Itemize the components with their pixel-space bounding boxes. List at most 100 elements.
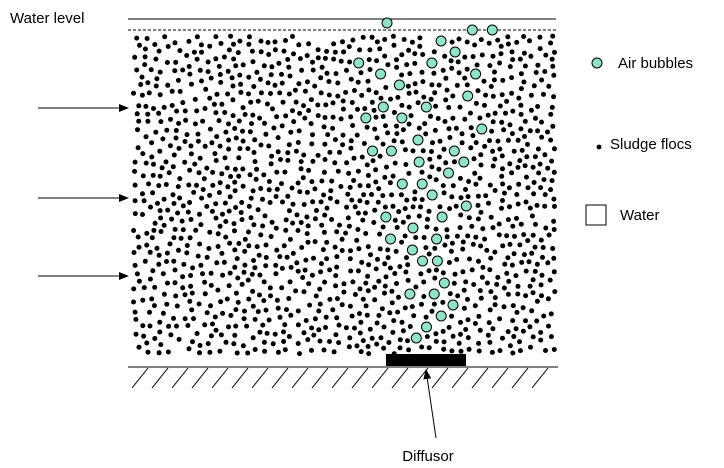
sludge-floc — [225, 184, 231, 190]
sludge-floc — [188, 143, 194, 149]
sludge-floc — [232, 166, 238, 172]
sludge-floc — [226, 137, 232, 143]
sludge-floc — [341, 281, 347, 287]
sludge-floc — [446, 260, 452, 265]
sludge-floc — [402, 206, 408, 212]
sludge-floc — [385, 130, 391, 136]
sludge-floc — [510, 108, 516, 114]
sludge-floc — [152, 336, 158, 341]
sludge-floc — [511, 251, 517, 257]
sludge-floc — [424, 224, 430, 230]
air-bubble — [435, 310, 447, 322]
sludge-floc — [399, 139, 405, 145]
sludge-floc — [288, 129, 294, 135]
sludge-floc — [146, 181, 152, 187]
sludge-floc — [245, 277, 251, 283]
sludge-floc — [161, 196, 167, 202]
sludge-floc — [497, 103, 503, 109]
sludge-floc — [495, 37, 501, 43]
sludge-floc — [255, 309, 261, 315]
sludge-floc — [250, 112, 256, 118]
sludge-floc — [239, 281, 245, 287]
sludge-floc — [139, 74, 145, 80]
sludge-floc — [225, 91, 231, 97]
sludge-floc — [219, 101, 225, 107]
sludge-floc — [534, 318, 540, 324]
sludge-floc — [528, 92, 534, 98]
sludge-floc — [150, 172, 156, 178]
sludge-floc — [442, 242, 448, 248]
sludge-floc — [389, 288, 395, 294]
air-bubble — [460, 200, 472, 212]
sludge-floc — [451, 280, 457, 286]
air-bubble — [431, 255, 443, 267]
sludge-floc — [387, 180, 393, 186]
sludge-floc — [235, 50, 241, 56]
sludge-floc — [283, 113, 289, 119]
sludge-floc — [449, 65, 455, 71]
sludge-floc — [186, 38, 192, 44]
sludge-floc — [443, 160, 449, 166]
sludge-floc — [180, 285, 186, 291]
sludge-floc — [273, 194, 279, 199]
sludge-floc — [250, 59, 256, 65]
air-bubble — [449, 46, 461, 58]
sludge-floc — [432, 245, 438, 251]
sludge-floc — [422, 121, 428, 127]
sludge-floc — [147, 249, 153, 255]
sludge-floc — [465, 194, 471, 200]
sludge-floc — [287, 236, 293, 242]
sludge-floc — [429, 308, 435, 314]
sludge-floc — [269, 153, 275, 159]
sludge-floc — [171, 235, 177, 241]
sludge-floc — [188, 217, 194, 222]
sludge-floc — [350, 37, 356, 43]
sludge-floc — [318, 261, 324, 267]
sludge-floc — [506, 278, 512, 284]
sludge-floc — [489, 128, 495, 134]
sludge-floc — [133, 331, 139, 337]
sludge-floc — [223, 129, 229, 135]
sludge-floc — [463, 279, 469, 285]
sludge-floc — [374, 320, 380, 326]
sludge-floc — [332, 49, 338, 55]
sludge-floc — [165, 280, 170, 286]
sludge-floc — [257, 272, 263, 278]
sludge-floc — [363, 231, 369, 236]
sludge-floc — [218, 299, 224, 305]
sludge-floc — [236, 241, 242, 246]
sludge-floc — [432, 275, 438, 281]
sludge-floc — [309, 347, 314, 353]
sludge-floc — [365, 273, 371, 279]
sludge-floc — [382, 204, 388, 210]
sludge-floc — [290, 201, 296, 207]
sludge-floc — [255, 207, 261, 213]
sludge-floc — [397, 264, 403, 270]
hatch-line — [271, 367, 289, 389]
sludge-floc — [144, 230, 150, 236]
sludge-floc — [366, 351, 372, 357]
sludge-floc — [330, 125, 336, 131]
sludge-floc — [518, 111, 524, 117]
sludge-floc — [161, 291, 167, 297]
sludge-floc — [330, 307, 336, 313]
sludge-floc — [476, 348, 482, 354]
sludge-floc — [198, 222, 204, 228]
sludge-floc — [157, 173, 163, 179]
sludge-floc — [261, 172, 267, 178]
sludge-floc — [205, 341, 211, 347]
sludge-floc — [546, 323, 551, 329]
sludge-floc — [246, 74, 252, 80]
sludge-floc — [476, 258, 481, 264]
sludge-floc — [346, 170, 352, 176]
sludge-floc — [399, 239, 405, 245]
sludge-floc — [145, 111, 151, 117]
sludge-floc — [460, 269, 466, 275]
sludge-floc — [428, 113, 433, 119]
sludge-floc — [306, 41, 312, 47]
sludge-floc — [362, 210, 368, 216]
air-bubble — [448, 145, 460, 157]
sludge-floc — [187, 200, 193, 205]
sludge-floc — [338, 58, 344, 64]
sludge-floc — [538, 329, 544, 335]
